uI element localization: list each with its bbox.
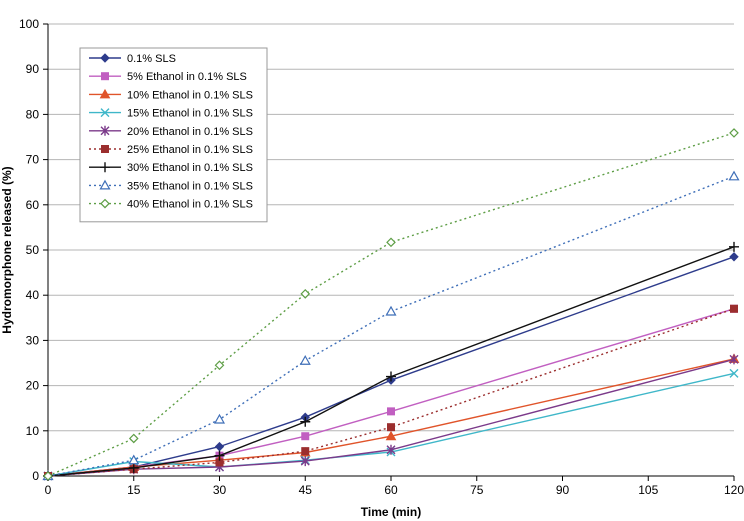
- data-point: [729, 252, 739, 262]
- x-tick-label: 120: [724, 483, 744, 497]
- y-tick-label: 90: [26, 62, 40, 76]
- data-point: [43, 471, 53, 481]
- y-tick-label: 70: [26, 153, 40, 167]
- y-tick-label: 40: [26, 288, 40, 302]
- legend-label: 15% Ethanol in 0.1% SLS: [127, 108, 253, 120]
- legend-marker: [100, 162, 110, 173]
- data-point: [300, 288, 311, 299]
- data-point: [386, 237, 396, 248]
- data-point: [729, 241, 739, 252]
- data-point: [387, 423, 395, 432]
- legend-label: 40% Ethanol in 0.1% SLS: [127, 199, 253, 211]
- x-axis-title: Time (min): [361, 505, 421, 519]
- legend-label: 10% Ethanol in 0.1% SLS: [127, 89, 253, 101]
- axis-layer: 0 10 20 30 40 50 60 70 80 90 100 0 15 30 45 60 75 90 105 12…: [19, 17, 744, 497]
- legend-label: 30% Ethanol in 0.1% SLS: [127, 162, 253, 174]
- data-point: [386, 444, 396, 455]
- data-point: [385, 430, 397, 441]
- legend-marker: [99, 179, 111, 190]
- legend-marker: [101, 145, 109, 153]
- data-point: [128, 462, 139, 473]
- y-axis-title: Hydromorphone released (%): [0, 166, 14, 333]
- y-tick-label: 60: [26, 198, 40, 212]
- series-7: [43, 241, 739, 481]
- y-tick-label: 100: [19, 17, 39, 31]
- legend-box: [79, 47, 268, 223]
- data-point: [214, 360, 225, 371]
- data-point: [301, 432, 310, 441]
- series-line: [47, 308, 735, 477]
- y-tick-label: 10: [26, 424, 40, 438]
- data-point: [728, 170, 740, 181]
- x-tick-label: 60: [384, 483, 398, 497]
- legend-marker: [101, 72, 109, 81]
- legend: 0.1% SLS 5% Ethanol in 0.1% SLS 10% Ethano…: [79, 47, 268, 223]
- legend-marker: [99, 88, 111, 99]
- legend-label: 0.1% SLS: [127, 53, 176, 65]
- legend-label: 25% Ethanol in 0.1% SLS: [127, 144, 253, 156]
- data-point: [128, 454, 140, 465]
- legend-label: 5% Ethanol in 0.1% SLS: [127, 71, 247, 83]
- x-tick-label: 45: [299, 483, 313, 497]
- x-tick-label: 30: [213, 483, 227, 497]
- y-tick-label: 80: [26, 107, 40, 121]
- x-tick-label: 15: [127, 483, 141, 497]
- x-tick-label: 75: [470, 483, 484, 497]
- data-point: [385, 305, 397, 316]
- legend-marker: [100, 53, 110, 63]
- data-point: [301, 447, 310, 456]
- data-point: [729, 368, 739, 378]
- data-point: [387, 407, 395, 416]
- data-point: [214, 441, 225, 452]
- data-point: [729, 128, 739, 138]
- x-tick-label: 0: [45, 483, 52, 497]
- legend-marker: [100, 125, 110, 136]
- legend-marker: [100, 198, 110, 209]
- data-point: [729, 354, 739, 365]
- data-point: [386, 371, 396, 382]
- data-point: [300, 456, 310, 467]
- y-tick-label: 30: [26, 333, 40, 347]
- data-point: [213, 413, 226, 424]
- x-tick-label: 105: [638, 483, 658, 497]
- data-point: [299, 355, 311, 365]
- series-line: [47, 175, 735, 477]
- series-9: [43, 128, 739, 481]
- series-layer: [42, 128, 740, 481]
- series-line: [47, 246, 735, 477]
- data-point: [300, 416, 311, 427]
- legend-label: 20% Ethanol in 0.1% SLS: [127, 126, 253, 138]
- y-tick-label: 20: [26, 379, 40, 393]
- y-tick-label: 0: [32, 469, 39, 483]
- data-point: [128, 433, 139, 444]
- data-point: [730, 304, 738, 313]
- data-point: [214, 450, 225, 461]
- legend-label: 35% Ethanol in 0.1% SLS: [127, 180, 253, 192]
- y-tick-label: 50: [26, 243, 40, 257]
- x-tick-label: 90: [556, 483, 570, 497]
- legend-marker: [100, 108, 110, 118]
